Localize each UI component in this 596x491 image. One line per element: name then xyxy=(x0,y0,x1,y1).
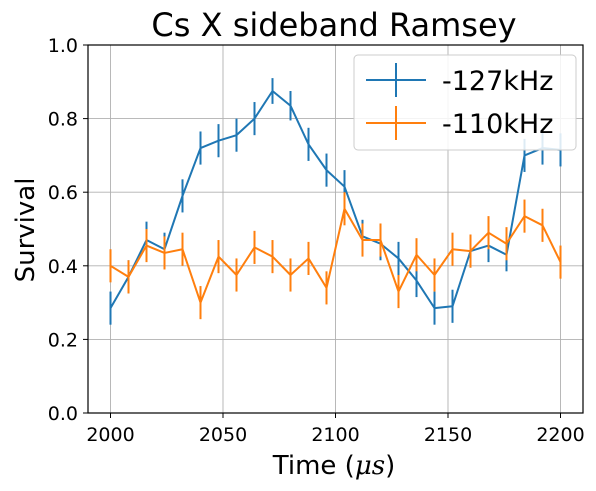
data-point xyxy=(254,118,256,120)
data-point xyxy=(362,239,364,241)
data-point xyxy=(434,274,436,276)
data-point xyxy=(146,245,148,247)
data-point xyxy=(110,265,112,267)
data-point xyxy=(236,274,238,276)
data-point xyxy=(272,256,274,258)
data-point xyxy=(542,225,544,227)
data-point xyxy=(398,258,400,260)
data-point xyxy=(470,250,472,252)
data-point xyxy=(128,276,130,278)
legend-label: -127kHz xyxy=(442,66,553,97)
data-point xyxy=(452,305,454,307)
data-point xyxy=(182,195,184,197)
y-axis-label: Survival xyxy=(11,178,41,283)
x-axis-label-unit: μs xyxy=(355,451,385,481)
data-point xyxy=(416,280,418,282)
data-point xyxy=(308,258,310,260)
x-axis-label-close: ) xyxy=(385,451,395,481)
data-point xyxy=(398,291,400,293)
data-point xyxy=(326,287,328,289)
legend: -127kHz -110kHz xyxy=(354,55,576,150)
chart-title: Cs X sideband Ramsey xyxy=(151,6,516,44)
data-point xyxy=(434,307,436,309)
data-point xyxy=(182,248,184,250)
data-point xyxy=(254,247,256,249)
data-point xyxy=(524,155,526,157)
data-point xyxy=(524,215,526,217)
y-tick-label: 0.2 xyxy=(48,329,78,351)
data-point xyxy=(452,248,454,250)
y-tick-label: 0.0 xyxy=(48,403,78,425)
data-point xyxy=(344,208,346,210)
data-point xyxy=(380,239,382,241)
x-tick-label: 2050 xyxy=(199,424,247,446)
y-tick-label: 0.6 xyxy=(48,182,78,204)
data-point xyxy=(218,140,220,142)
y-tick-label: 0.8 xyxy=(48,109,78,131)
data-point xyxy=(308,144,310,146)
data-point xyxy=(164,252,166,254)
data-point xyxy=(416,254,418,256)
data-point xyxy=(290,274,292,276)
x-axis-label-main: Time ( xyxy=(272,451,355,481)
x-axis-label: Time (μs) xyxy=(272,451,395,481)
data-point xyxy=(344,186,346,188)
data-point xyxy=(200,302,202,304)
data-point xyxy=(290,105,292,107)
x-tick-label: 2200 xyxy=(536,424,584,446)
data-point xyxy=(236,134,238,136)
y-tick-label: 1.0 xyxy=(48,35,78,57)
x-tick-label: 2150 xyxy=(424,424,472,446)
data-point xyxy=(272,90,274,92)
y-tick-label: 0.4 xyxy=(48,256,78,278)
data-point xyxy=(110,307,112,309)
data-point xyxy=(200,147,202,149)
data-point xyxy=(488,232,490,234)
legend-label: -110kHz xyxy=(442,109,553,140)
x-tick-label: 2100 xyxy=(311,424,359,446)
data-point xyxy=(218,256,220,258)
data-point xyxy=(560,261,562,263)
data-point xyxy=(506,243,508,245)
data-point xyxy=(326,169,328,171)
x-tick-label: 2000 xyxy=(86,424,134,446)
